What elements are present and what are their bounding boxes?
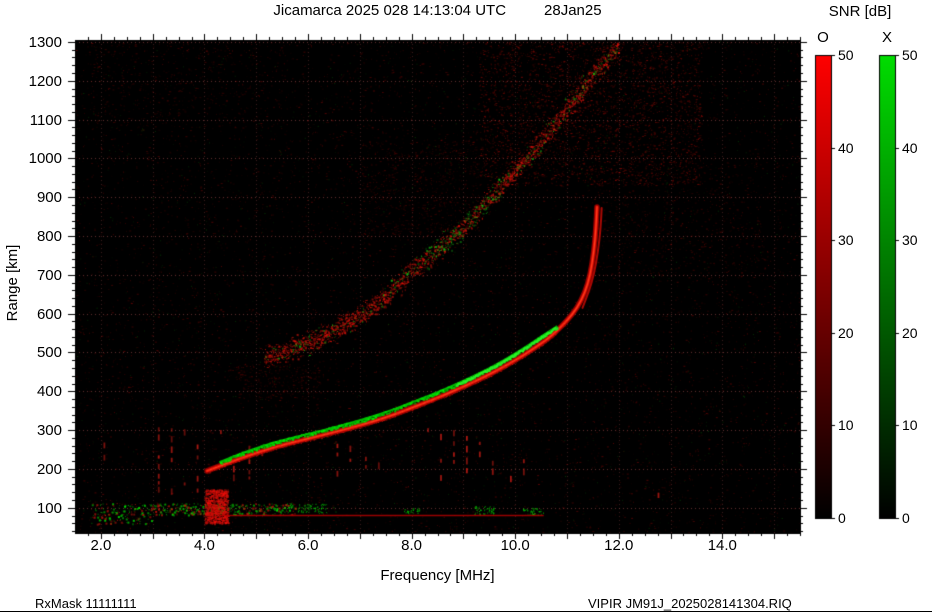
plot-title-date: 28Jan25 [544, 2, 602, 19]
x-tick-label: 2.0 [90, 537, 112, 554]
y-tick-label: 1300 [28, 33, 62, 51]
y-tick-label: 1200 [28, 72, 62, 90]
plot-title-main: Jicamarca 2025 028 14:13:04 UTC [273, 2, 507, 19]
bottom-divider [0, 611, 932, 612]
y-tick-label: 300 [36, 422, 62, 440]
y-tick-label: 1100 [29, 111, 62, 129]
colorbar-tick-label: 40 [902, 139, 918, 156]
x-tick-label: 4.0 [194, 537, 215, 554]
colorbar-tick-label: 50 [902, 47, 918, 63]
x-tick-label: 10.0 [500, 537, 530, 554]
colorbar-x-mode-label: X [881, 29, 892, 46]
y-tick-label: 700 [36, 266, 62, 284]
y-tick-label: 400 [36, 383, 62, 401]
x-axis-title: Frequency [MHz] [380, 567, 495, 584]
colorbar-o-mode-label: O [817, 29, 829, 46]
colorbar-tick-label: 20 [838, 324, 854, 341]
plot-title: Jicamarca 2025 028 14:13:04 UTC 28Jan25 [75, 2, 800, 19]
footer-rxmask: RxMask 11111111 [35, 596, 137, 611]
y-tick-label: 1000 [28, 150, 62, 168]
colorbar-tick-label: 20 [902, 324, 918, 341]
colorbar-tick-label: 10 [902, 417, 918, 434]
x-tick-label: 12.0 [604, 537, 634, 554]
footer-filename: VIPIR JM91J_2025028141304.RIQ [588, 596, 792, 611]
y-tick-label: 900 [36, 189, 62, 207]
colorbar-tick-label: 30 [902, 232, 918, 249]
y-tick-label: 500 [36, 344, 62, 362]
y-tick-label: 600 [36, 305, 62, 323]
x-tick-label: 14.0 [707, 537, 737, 554]
colorbar-tick-label: 0 [902, 510, 910, 526]
x-tick-label: 6.0 [297, 537, 319, 554]
y-tick-label: 800 [36, 228, 62, 246]
colorbar-tick-label: 50 [838, 47, 854, 63]
colorbar-tick-label: 0 [838, 510, 846, 526]
y-tick-label: 100 [36, 499, 62, 517]
colorbar-tick-label: 40 [838, 139, 854, 156]
colorbar-title: SNR [dB] [828, 3, 892, 20]
colorbar-tick-label: 30 [838, 232, 854, 249]
y-tick-label: 200 [36, 460, 62, 478]
x-tick-label: 8.0 [401, 537, 423, 554]
colorbar-tick-label: 10 [838, 417, 854, 434]
